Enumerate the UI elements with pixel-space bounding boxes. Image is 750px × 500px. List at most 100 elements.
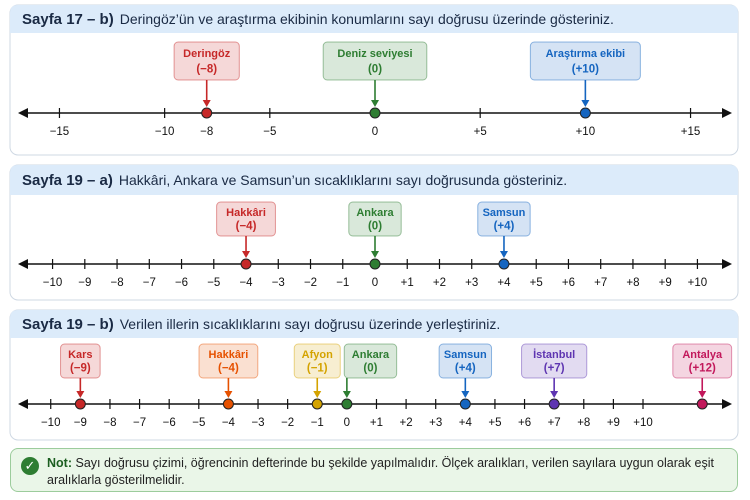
- tick-label: −4: [222, 417, 236, 429]
- tick-label: −5: [207, 277, 220, 289]
- tick-label: −15: [50, 126, 70, 138]
- pointer-head: [371, 100, 379, 107]
- tick-label: +10: [688, 277, 708, 289]
- tick-label: −9: [74, 417, 87, 429]
- point: [341, 398, 353, 410]
- panel-heading: Sayfa 19 – b) Verilen illerin sıcaklıklar…: [22, 316, 500, 333]
- axis-arrow-left: [18, 108, 28, 118]
- point: [369, 258, 381, 270]
- axis-arrow-right: [722, 108, 732, 118]
- tick-label: 0: [344, 417, 350, 429]
- tick-label: +6: [562, 277, 575, 289]
- heading-text: Verilen illerin sıcaklıklarını sayı doğr…: [120, 316, 501, 332]
- point-name: Deringöz: [183, 48, 231, 60]
- pointer-head: [224, 391, 233, 398]
- number-lines: Sayfa 17 – b) Deringöz’ün ve araştırma ek…: [9, 4, 739, 441]
- tick-label: −2: [304, 277, 317, 289]
- point-name: Samsun: [483, 207, 526, 219]
- point-name: Afyon: [302, 349, 333, 361]
- tick-label: −6: [163, 417, 176, 429]
- panel-header: [10, 165, 738, 195]
- tick-label: 0: [372, 277, 378, 289]
- tick-label: −8: [200, 126, 213, 138]
- point-label: (+7): [544, 363, 565, 375]
- point-name: Ankara: [352, 349, 390, 361]
- pointer-head: [342, 391, 351, 398]
- tick-label: −5: [192, 417, 205, 429]
- tick-label: −1: [336, 277, 349, 289]
- tick-label: −4: [239, 277, 253, 289]
- axis-arrow-left: [18, 259, 28, 269]
- point-name: İstanbul: [533, 348, 575, 361]
- tick-label: +3: [465, 277, 478, 289]
- pointer-head: [371, 251, 379, 258]
- tick-label: +7: [594, 277, 607, 289]
- tick-label: −7: [143, 277, 156, 289]
- pointer-head: [202, 100, 211, 107]
- tick-label: −1: [311, 417, 324, 429]
- point-name: Deniz seviyesi: [337, 48, 412, 60]
- tick-label: −10: [41, 417, 61, 429]
- tick-label: −5: [263, 126, 276, 138]
- tick-label: +5: [474, 126, 487, 138]
- pointer-head: [313, 391, 322, 398]
- pointer-head: [550, 391, 559, 398]
- panel-header: [10, 5, 738, 33]
- point: [222, 398, 234, 410]
- pointer-head: [581, 100, 590, 107]
- heading-label: Sayfa 19 – b): [22, 316, 114, 333]
- tick-label: −8: [110, 277, 123, 289]
- tick-label: +1: [370, 417, 383, 429]
- point-name: Samsun: [444, 349, 487, 361]
- tick-label: +10: [633, 417, 653, 429]
- point-name: Hakkâri: [226, 207, 266, 219]
- point: [459, 398, 471, 410]
- point: [201, 107, 213, 119]
- point-name: Araştırma ekibi: [546, 48, 625, 60]
- heading-text: Deringöz’ün ve araştırma ekibinin konuml…: [120, 11, 614, 27]
- pointer-head: [242, 251, 251, 258]
- pointer-head: [76, 391, 85, 398]
- point: [579, 107, 591, 119]
- tick-label: −3: [272, 277, 285, 289]
- axis-arrow-right: [722, 259, 732, 269]
- label-box: [343, 343, 398, 379]
- point-label: (−8): [196, 63, 217, 75]
- point-label: (+4): [494, 221, 515, 233]
- pointer-head: [461, 391, 470, 398]
- point-name: Antalya: [682, 349, 723, 361]
- tick-label: +6: [518, 417, 531, 429]
- tick-label: +9: [607, 417, 620, 429]
- tick-label: −3: [251, 417, 264, 429]
- point-name: Ankara: [356, 207, 394, 219]
- tick-label: +5: [530, 277, 543, 289]
- tick-label: −9: [78, 277, 91, 289]
- tick-label: +4: [497, 277, 511, 289]
- point: [311, 398, 323, 410]
- point: [548, 398, 560, 410]
- tick-label: −8: [103, 417, 116, 429]
- tick-label: −7: [133, 417, 146, 429]
- pointer-head: [698, 391, 707, 398]
- axis-arrow-left: [18, 399, 28, 409]
- panel-heading: Sayfa 17 – b) Deringöz’ün ve araştırma ek…: [22, 11, 614, 28]
- point: [369, 107, 381, 119]
- tick-label: +8: [577, 417, 590, 429]
- point-label: (−9): [70, 363, 91, 375]
- heading-text: Hakkâri, Ankara ve Samsun’un sıcaklıklar…: [119, 172, 567, 188]
- point-label: (0): [363, 363, 377, 375]
- tick-label: +3: [429, 417, 442, 429]
- tick-label: +1: [401, 277, 414, 289]
- tick-label: +9: [659, 277, 672, 289]
- tick-label: −10: [43, 277, 63, 289]
- tick-label: +2: [400, 417, 413, 429]
- point-name: Kars: [68, 349, 92, 361]
- point-label: (+10): [572, 63, 599, 75]
- point-label: (+12): [689, 363, 716, 375]
- point: [498, 258, 510, 270]
- tick-label: −6: [175, 277, 188, 289]
- point-label: (−4): [236, 221, 257, 233]
- tick-label: +5: [488, 417, 501, 429]
- heading-label: Sayfa 19 – a): [22, 172, 113, 189]
